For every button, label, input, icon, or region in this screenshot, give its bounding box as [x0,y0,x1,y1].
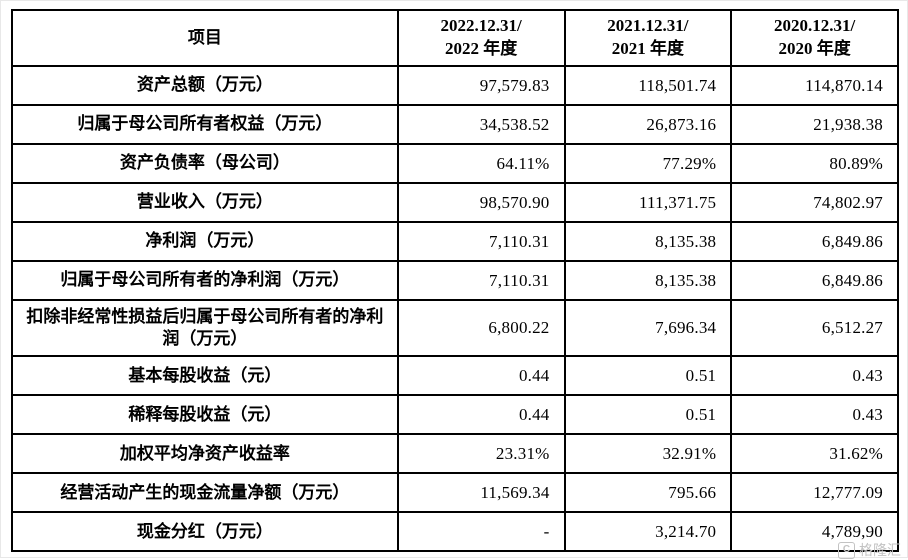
row-label: 基本每股收益（元） [11,355,399,397]
watermark: C 格隆汇 [838,540,901,560]
item-header-label: 项目 [187,27,222,47]
row-value-2021: 0.51 [563,355,733,397]
row-value-2022: - [396,511,566,553]
table-body: 资产总额（万元） 97,579.83 118,501.74 114,870.14… [11,65,899,553]
row-value-2020: 80.89% [730,143,899,184]
row-value-2020: 4,789,90 [730,511,899,553]
row-value-2022: 23.31% [396,433,566,475]
table-row: 现金分红（万元） - 3,214.70 4,789,90 [11,511,899,553]
column-header-2022: 2022.12.31/ 2022 年度 [396,9,566,67]
table-header: 项目 2022.12.31/ 2022 年度 2021.12.31/ 2021 … [11,9,899,67]
row-value-2022: 7,110.31 [396,260,566,301]
row-value-2020: 74,802.97 [730,182,899,223]
row-value-2022: 97,579.83 [396,65,566,106]
row-value-2022: 0.44 [396,394,566,436]
header-date-2021: 2021.12.31/ [607,16,689,36]
gelonghui-logo-icon: C [838,541,855,559]
row-value-2021: 77.29% [563,143,733,184]
column-header-2020: 2020.12.31/ 2020 年度 [730,9,899,67]
column-header-2021: 2021.12.31/ 2021 年度 [563,9,733,67]
table-row: 营业收入（万元） 98,570.90 111,371.75 74,802.97 [11,182,899,223]
column-header-item: 项目 [11,9,399,67]
row-value-2020: 31.62% [730,433,899,475]
row-label: 扣除非经常性损益后归属于母公司所有者的净利润（万元） [11,298,399,358]
watermark-text: 格隆汇 [859,542,901,558]
row-label: 净利润（万元） [11,221,399,262]
row-value-2020: 6,849.86 [730,221,899,262]
row-value-2022: 6,800.22 [396,298,566,358]
table-row: 经营活动产生的现金流量净额（万元） 11,569.34 795.66 12,77… [11,472,899,514]
row-value-2022: 11,569.34 [396,472,566,514]
row-value-2020: 6,512.27 [730,298,899,358]
table-row: 基本每股收益（元） 0.44 0.51 0.43 [11,355,899,397]
header-date-2022: 2022.12.31/ [440,16,522,36]
header-year-2021: 2021 年度 [611,39,684,58]
row-value-2020: 114,870.14 [730,65,899,106]
table-row: 资产总额（万元） 97,579.83 118,501.74 114,870.14 [11,65,899,106]
table-row: 归属于母公司所有者的净利润（万元） 7,110.31 8,135.38 6,84… [11,260,899,301]
row-value-2021: 795.66 [563,472,733,514]
row-label: 现金分红（万元） [11,511,399,553]
row-label: 营业收入（万元） [11,182,399,223]
row-value-2021: 111,371.75 [563,182,733,223]
table-row: 加权平均净资产收益率 23.31% 32.91% 31.62% [11,433,899,475]
row-value-2022: 98,570.90 [396,182,566,223]
header-year-2020: 2020 年度 [778,39,851,58]
row-value-2021: 8,135.38 [563,221,733,262]
row-label: 资产总额（万元） [11,65,399,106]
financial-data-table: 项目 2022.12.31/ 2022 年度 2021.12.31/ 2021 … [11,9,899,553]
row-label: 归属于母公司所有者权益（万元） [11,104,399,145]
header-date-2020: 2020.12.31/ [774,16,856,36]
row-value-2021: 26,873.16 [563,104,733,145]
row-value-2022: 0.44 [396,355,566,397]
header-row: 项目 2022.12.31/ 2022 年度 2021.12.31/ 2021 … [11,9,899,67]
row-value-2020: 21,938.38 [730,104,899,145]
row-value-2020: 6,849.86 [730,260,899,301]
row-value-2020: 0.43 [730,355,899,397]
table-row: 稀释每股收益（元） 0.44 0.51 0.43 [11,394,899,436]
row-value-2020: 12,777.09 [730,472,899,514]
table-row: 资产负债率（母公司） 64.11% 77.29% 80.89% [11,143,899,184]
row-value-2022: 34,538.52 [396,104,566,145]
row-value-2021: 8,135.38 [563,260,733,301]
row-value-2022: 64.11% [396,143,566,184]
table-row: 归属于母公司所有者权益（万元） 34,538.52 26,873.16 21,9… [11,104,899,145]
header-year-2022: 2022 年度 [445,39,518,58]
row-label: 经营活动产生的现金流量净额（万元） [11,472,399,514]
row-value-2021: 3,214.70 [563,511,733,553]
row-label: 归属于母公司所有者的净利润（万元） [11,260,399,301]
row-value-2021: 118,501.74 [563,65,733,106]
row-value-2021: 0.51 [563,394,733,436]
table-row: 净利润（万元） 7,110.31 8,135.38 6,849.86 [11,221,899,262]
row-label: 资产负债率（母公司） [11,143,399,184]
row-value-2021: 32.91% [563,433,733,475]
table-row: 扣除非经常性损益后归属于母公司所有者的净利润（万元） 6,800.22 7,69… [11,298,899,358]
row-value-2022: 7,110.31 [396,221,566,262]
row-value-2021: 7,696.34 [563,298,733,358]
row-value-2020: 0.43 [730,394,899,436]
row-label: 加权平均净资产收益率 [11,433,399,475]
row-label: 稀释每股收益（元） [11,394,399,436]
